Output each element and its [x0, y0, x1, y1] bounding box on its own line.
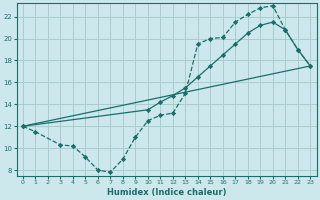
X-axis label: Humidex (Indice chaleur): Humidex (Indice chaleur) [107, 188, 226, 197]
